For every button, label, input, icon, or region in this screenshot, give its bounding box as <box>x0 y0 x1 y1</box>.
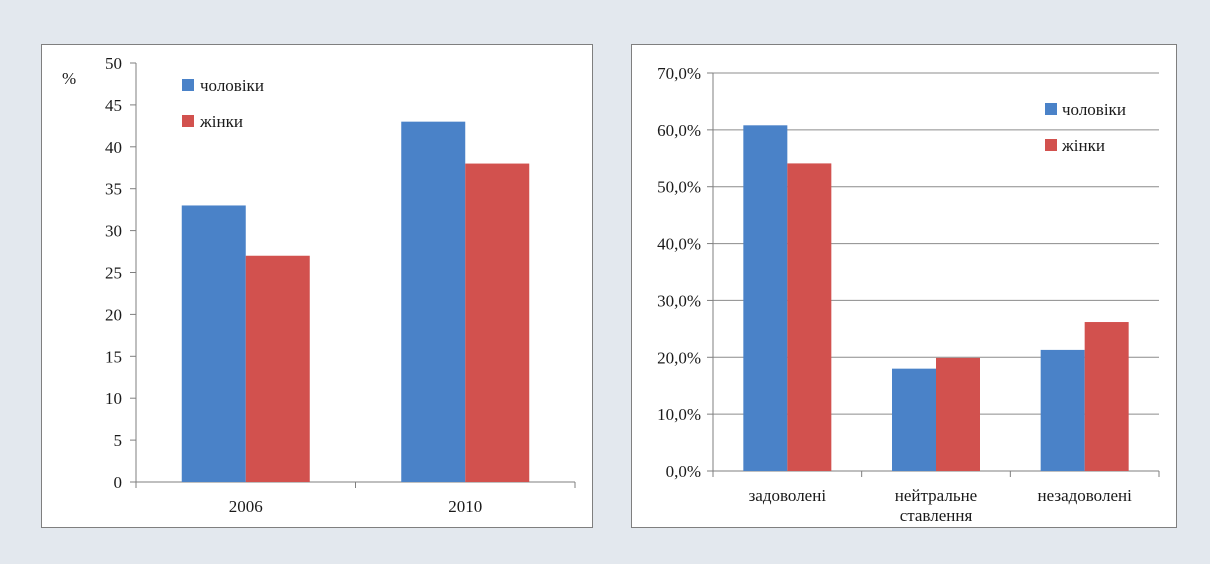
y-tick-label: 30 <box>105 222 122 241</box>
y-tick-label: 70,0% <box>657 64 701 83</box>
x-tick-label: 2010 <box>448 497 482 516</box>
legend-label-men: чоловіки <box>1062 100 1126 119</box>
legend-label-men: чоловіки <box>200 76 264 95</box>
y-tick-label: 0,0% <box>666 462 701 481</box>
y-tick-label: 15 <box>105 347 122 366</box>
legend-swatch-women <box>1045 139 1057 151</box>
x-tick-label: задоволені <box>749 486 827 505</box>
x-tick-label: 2006 <box>229 497 263 516</box>
y-tick-label: 30,0% <box>657 291 701 310</box>
bar-men <box>181 205 246 482</box>
legend-label-women: жінки <box>1061 136 1105 155</box>
y-tick-label: 40 <box>105 138 122 157</box>
bar-men <box>743 125 788 472</box>
bar-women <box>245 255 310 482</box>
y-tick-label: 10,0% <box>657 405 701 424</box>
y-tick-label: 45 <box>105 96 122 115</box>
bar-women <box>936 357 980 471</box>
chart-panel-years: 0 5 10 15 20 25 30 35 40 45 50% 2006 2010 чоловіки жін… <box>41 44 593 528</box>
y-tick-label: 20,0% <box>657 348 701 367</box>
y-tick-label: 35 <box>105 180 122 199</box>
legend-swatch-women <box>182 115 194 127</box>
y-tick-label: 50,0% <box>657 178 701 197</box>
y-axis-label: % <box>62 69 76 88</box>
bar-women <box>1084 322 1129 471</box>
y-tick-label: 5 <box>114 431 123 450</box>
bar-chart-satisfaction: 0,0% 10,0% 20,0% 30,0% 40,0% 50,0% 60,0% 70,0% з… <box>657 64 1160 525</box>
y-tick-label: 25 <box>105 264 122 283</box>
x-tick-label: незадоволені <box>1038 486 1133 505</box>
y-tick-label: 0 <box>114 473 123 492</box>
y-tick-label: 50 <box>105 54 122 73</box>
bar-men <box>892 368 936 471</box>
bar-chart-years: 0 5 10 15 20 25 30 35 40 45 50% 2006 2010 чоловіки жін… <box>62 54 576 516</box>
chart-panel-satisfaction: 0,0% 10,0% 20,0% 30,0% 40,0% 50,0% 60,0% 70,0% з… <box>631 44 1177 528</box>
y-tick-label: 40,0% <box>657 235 701 254</box>
bar-men <box>1040 349 1085 471</box>
legend-label-women: жінки <box>199 112 243 131</box>
y-tick-label: 60,0% <box>657 121 701 140</box>
legend-swatch-men <box>182 79 194 91</box>
y-tick-label: 10 <box>105 389 122 408</box>
y-tick-label: 20 <box>105 305 122 324</box>
x-tick-label: нейтральне ставлення <box>895 486 977 525</box>
legend-swatch-men <box>1045 103 1057 115</box>
bar-men <box>401 121 466 482</box>
bar-women <box>465 163 530 482</box>
bar-women <box>787 163 832 471</box>
